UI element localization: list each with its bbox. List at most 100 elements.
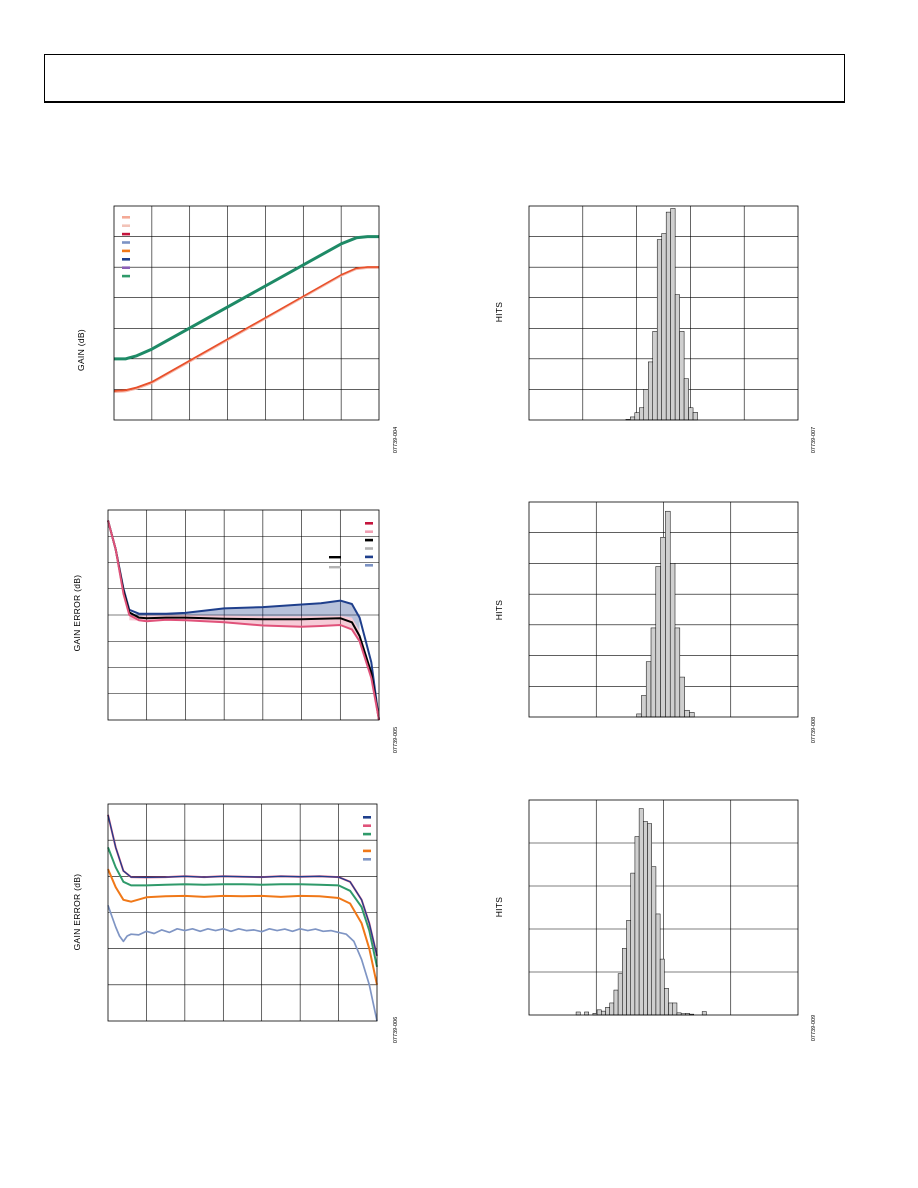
legend-swatch [122, 249, 130, 253]
legend-swatch [365, 564, 373, 567]
chart-hist-2-svg: HITS 07739-008 [494, 501, 817, 743]
histogram-bar [647, 361, 653, 421]
histogram-bar [650, 627, 657, 718]
series-band [129, 600, 360, 631]
histogram-bar [630, 872, 636, 1016]
series-line [113, 267, 379, 393]
legend-swatch [329, 566, 341, 569]
histogram-bar [674, 294, 680, 421]
legend-swatch [122, 216, 130, 219]
chart-hist-2-ylabel: HITS [494, 600, 504, 621]
histogram-bar [674, 627, 681, 718]
histogram-bar [641, 695, 647, 718]
histogram-bar [634, 412, 640, 421]
chart-gain-error-1-figure-number: 07739-005 [393, 727, 399, 753]
histogram-bar [664, 988, 669, 1016]
legend-swatch [365, 530, 373, 533]
chart-hist-3: HITS 07739-009 [488, 799, 818, 1060]
legend-swatch [363, 816, 371, 819]
legend-swatch [122, 241, 130, 244]
legend-swatch [365, 538, 373, 542]
histogram-bar [672, 1002, 678, 1016]
histogram-bar [679, 331, 685, 421]
plot-frame [528, 799, 799, 1016]
histogram-bar [668, 1002, 673, 1016]
series-line [107, 905, 378, 1022]
histogram-bar [655, 913, 661, 1016]
chart-gain-error-1-plot [107, 509, 380, 721]
chart-gain-error-2-plot [107, 803, 378, 1022]
histogram-bar [575, 1011, 581, 1016]
histogram-bar [701, 1011, 707, 1016]
histogram-bar [639, 407, 645, 421]
plot-frame [528, 501, 799, 718]
chart-gain-error-1: GAIN ERROR (dB) 07739-005 [70, 500, 400, 760]
histogram-bar [651, 866, 657, 1016]
histogram-bar [665, 211, 671, 421]
histogram-bar [661, 233, 667, 421]
histogram-bar [659, 958, 665, 1016]
histogram-bar [605, 1007, 610, 1016]
chart-hist-3-svg: HITS 07739-009 [494, 799, 817, 1041]
histogram-bar [683, 378, 689, 421]
legend-swatch [122, 224, 130, 227]
histogram-bar [670, 208, 676, 421]
chart-gain-ylabel: GAIN (dB) [76, 329, 86, 371]
histogram-bar [638, 808, 644, 1016]
histogram-bar [688, 407, 694, 421]
chart-hist-3-plot [528, 799, 799, 1016]
chart-gain-error-1-svg: GAIN ERROR (dB) 07739-005 [72, 509, 399, 753]
histogram-bar [655, 566, 661, 718]
histogram-bar [622, 948, 627, 1016]
histogram-bar [584, 1011, 589, 1016]
chart-hist-1-figure-number: 07739-007 [811, 427, 817, 453]
legend-swatch [363, 832, 371, 836]
histogram-bar [689, 712, 695, 718]
histogram-bar [647, 823, 652, 1016]
chart-hist-2-figure-number: 07739-008 [811, 717, 817, 743]
histogram-bar [669, 563, 676, 718]
legend-swatch [365, 547, 373, 550]
histogram-bar [652, 331, 658, 421]
chart-gain-error-2-svg: GAIN ERROR (dB) 07739-006 [72, 803, 399, 1043]
histogram-bar [656, 239, 662, 421]
series-line [113, 266, 379, 392]
plot-frame [528, 205, 799, 421]
chart-gain-error-2: GAIN ERROR (dB) 07739-006 [70, 800, 400, 1060]
legend-swatch [363, 849, 371, 853]
legend-swatch [122, 232, 130, 236]
chart-hist-2-plot [528, 501, 799, 718]
histogram-bar [630, 416, 636, 421]
chart-hist-1-svg: HITS 07739-007 [494, 205, 817, 453]
page-header [44, 54, 845, 103]
histogram-bar [660, 537, 666, 718]
legend-swatch [122, 266, 130, 269]
histogram-bar [665, 510, 671, 718]
series-line [107, 847, 378, 968]
chart-hist-1-plot [528, 205, 799, 421]
chart-gain-svg: GAIN (dB) 07739-004 [76, 205, 399, 453]
chart-gain-error-2-ylabel: GAIN ERROR (dB) [72, 874, 82, 951]
chart-hist-1-ylabel: HITS [494, 302, 504, 323]
histogram-bar [679, 676, 685, 718]
legend-swatch [122, 258, 130, 261]
legend-swatch [329, 556, 341, 559]
series-line [114, 235, 379, 361]
histogram-bar [617, 973, 623, 1016]
chart-hist-1: HITS 07739-007 [488, 200, 818, 460]
legend-swatch [122, 274, 130, 278]
series-line [107, 868, 378, 986]
chart-hist-3-figure-number: 07739-009 [811, 1015, 817, 1041]
chart-gain: GAIN (dB) 07739-004 [70, 200, 400, 460]
histogram-bar [636, 713, 642, 718]
chart-gain-error-2-figure-number: 07739-006 [393, 1017, 399, 1043]
series-line [107, 814, 378, 957]
legend-swatch [363, 858, 371, 861]
plot-frame [107, 803, 378, 1022]
plot-frame [113, 205, 380, 421]
legend-swatch [363, 841, 371, 844]
histogram-bar [596, 1009, 602, 1016]
chart-gain-figure-number: 07739-004 [393, 427, 399, 453]
histogram-bar [613, 989, 619, 1016]
histogram-bar [634, 836, 640, 1016]
